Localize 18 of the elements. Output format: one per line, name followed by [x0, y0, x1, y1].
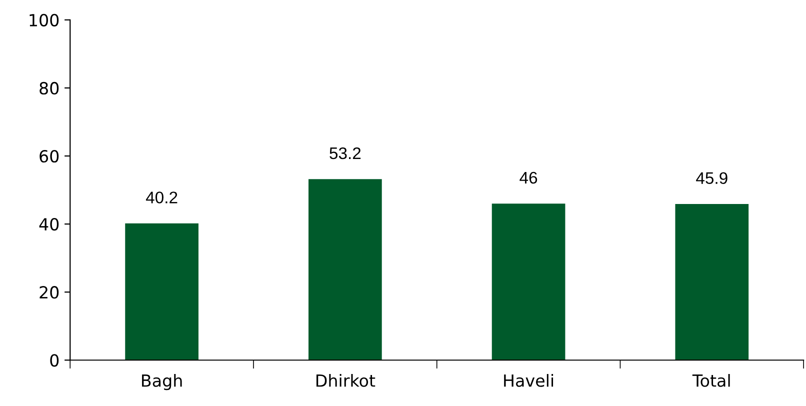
y-tick-label: 100 [30, 14, 59, 26]
y-tick-label: 60 [40, 150, 59, 163]
bar [308, 179, 382, 360]
data-label: 46 [520, 172, 538, 184]
y-tick-label: 40 [39, 218, 59, 231]
x-tick-label: Total [692, 374, 730, 387]
data-label: 45.9 [696, 172, 728, 184]
y-tick-label: 80 [40, 82, 59, 95]
data-label: 53.2 [330, 147, 361, 160]
x-tick-label: Dhirkot [316, 374, 376, 387]
bar [125, 223, 198, 360]
x-tick-label: Bagh [142, 374, 182, 390]
bar [492, 204, 566, 360]
data-label: 40.2 [146, 192, 178, 204]
bar [675, 204, 749, 360]
y-tick-label: 0 [50, 354, 59, 367]
y-tick-label: 20 [40, 286, 59, 299]
x-tick-label: Haveli [504, 374, 554, 387]
